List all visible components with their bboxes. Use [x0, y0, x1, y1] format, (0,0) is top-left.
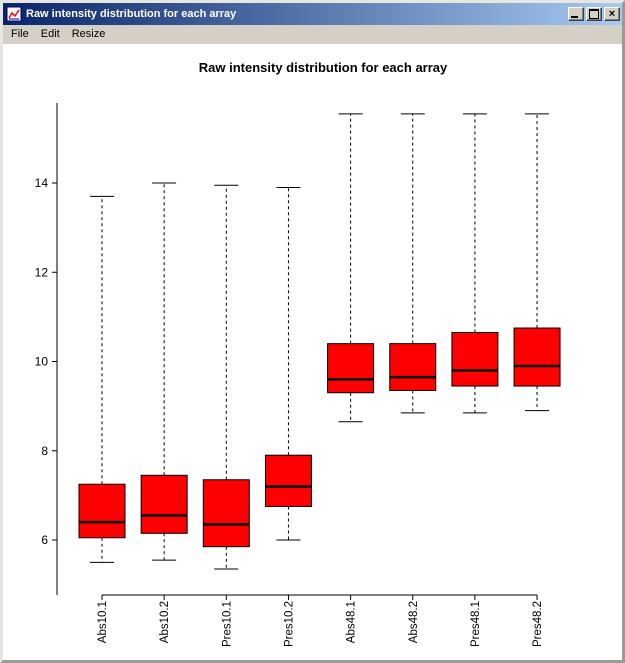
x-category-label: Abs48.1: [346, 601, 358, 643]
x-category-label: Abs48.2: [408, 601, 420, 643]
y-tick-label: 6: [41, 533, 48, 547]
minimize-icon: [571, 16, 578, 18]
title-bar[interactable]: Raw intensity distribution for each arra…: [3, 3, 622, 25]
window-icon[interactable]: [6, 6, 22, 22]
x-category-label: Pres10.1: [221, 601, 233, 647]
y-tick-label: 12: [35, 265, 49, 279]
box: [202, 479, 250, 548]
box: [389, 343, 437, 392]
box: [451, 331, 499, 387]
box: [140, 474, 188, 534]
x-category-label: Pres48.1: [470, 601, 482, 647]
x-category-label: Abs10.2: [159, 601, 171, 643]
x-category-label: Pres10.2: [283, 601, 295, 647]
y-tick-label: 8: [41, 444, 48, 458]
plot-device-area: Raw intensity distribution for each arra…: [3, 44, 622, 660]
window-controls: ×: [568, 7, 620, 21]
menu-bar: File Edit Resize: [3, 25, 622, 44]
maximize-icon: [589, 9, 599, 19]
minimize-button[interactable]: [568, 7, 584, 21]
boxplot-chart: Raw intensity distribution for each arra…: [35, 60, 561, 647]
x-category-label: Abs10.1: [97, 601, 109, 643]
box: [264, 454, 312, 508]
window-title: Raw intensity distribution for each arra…: [26, 8, 237, 20]
window-icon-graphic: [6, 6, 22, 22]
y-tick-label: 14: [35, 176, 49, 190]
maximize-button[interactable]: [586, 7, 602, 21]
box: [327, 343, 375, 394]
close-icon: ×: [608, 8, 616, 20]
box: [513, 327, 561, 387]
y-tick-label: 10: [35, 355, 49, 369]
x-category-label: Pres48.2: [532, 601, 544, 647]
box: [78, 483, 126, 539]
close-button[interactable]: ×: [604, 7, 620, 21]
chart-title: Raw intensity distribution for each arra…: [199, 60, 448, 75]
menu-resize[interactable]: Resize: [71, 28, 106, 40]
menu-edit[interactable]: Edit: [40, 28, 60, 40]
menu-file[interactable]: File: [11, 28, 29, 40]
